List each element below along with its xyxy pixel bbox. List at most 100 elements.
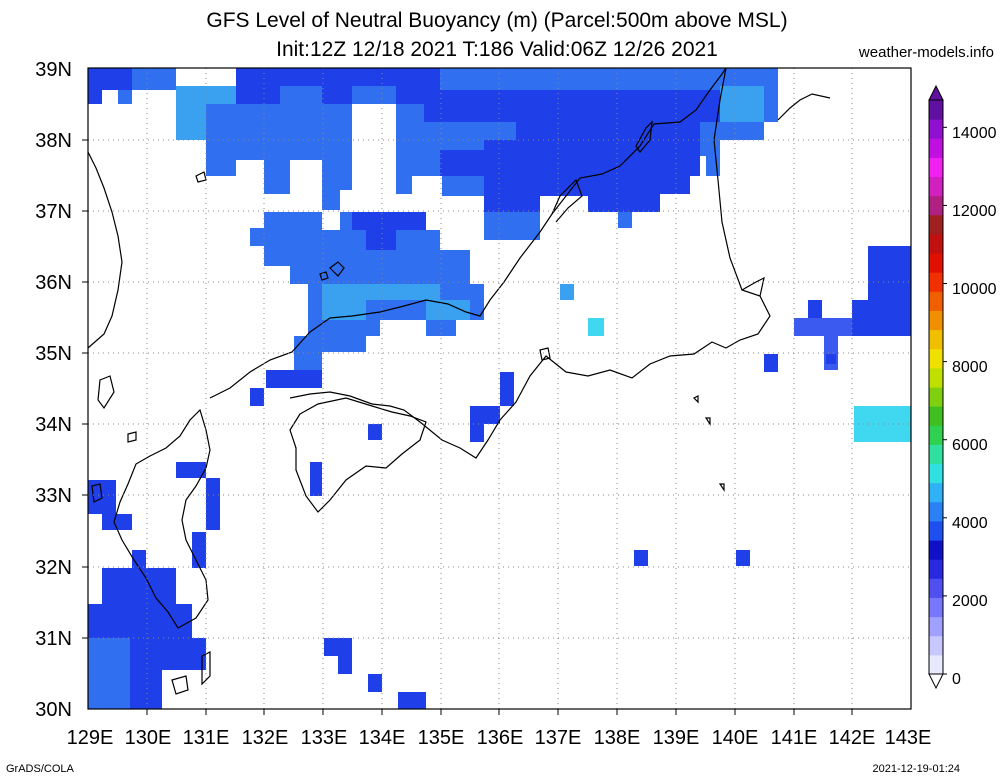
field-cell — [250, 388, 264, 406]
field-cell — [398, 692, 426, 709]
lat-label: 36N — [35, 272, 72, 294]
tick-marks — [82, 139, 853, 715]
colorbar-segment — [929, 253, 943, 273]
colorbar-segment — [929, 214, 943, 235]
colorbar-segment — [929, 138, 943, 158]
lat-label: 32N — [35, 557, 72, 579]
lat-label: 37N — [35, 201, 72, 223]
field-region-central-deep — [352, 212, 426, 250]
lat-label: 34N — [35, 414, 72, 436]
site-credit: weather-models.info — [858, 44, 994, 61]
coastline-noto — [551, 178, 583, 223]
field-cell — [368, 424, 382, 440]
colorbar-label: 0 — [952, 671, 961, 688]
field-cell — [310, 462, 322, 496]
field-region-north-deep2 — [440, 90, 760, 212]
colorbar-min-arrow — [928, 673, 944, 690]
lon-labels: 129E 130E 131E 132E 133E 134E 135E 136E … — [67, 727, 932, 749]
colorbar-frame — [928, 99, 944, 675]
coastline-island — [539, 347, 551, 361]
colorbar-label: 14000 — [952, 125, 997, 142]
coastline-island — [127, 431, 137, 443]
colorbar-segment — [929, 272, 943, 292]
lon-label: 137E — [535, 727, 582, 749]
colorbar-segment — [929, 501, 943, 522]
lat-labels: 30N 31N 32N 33N 34N 35N 36N 37N 38N 39N — [35, 59, 72, 721]
coastline-honshu-north — [209, 67, 727, 399]
lon-label: 136E — [477, 727, 524, 749]
lon-label: 132E — [242, 727, 289, 749]
colorbar-segment — [929, 578, 943, 598]
lon-label: 140E — [712, 727, 759, 749]
lon-label: 139E — [653, 727, 700, 749]
coastline-island — [319, 271, 329, 281]
coastline-island — [195, 171, 207, 183]
lon-label: 129E — [67, 727, 114, 749]
field-cell — [764, 354, 778, 372]
coastline-island — [718, 483, 725, 492]
footer-timestamp: 2021-12-19-01:24 — [872, 763, 960, 775]
map-title-line2: Init:12Z 12/18 2021 T:186 Valid:06Z 12/2… — [276, 38, 718, 61]
colorbar-segment — [929, 635, 943, 656]
colorbar-label: 4000 — [952, 515, 988, 532]
colorbar-segment — [929, 482, 943, 503]
coastline-island — [329, 261, 345, 277]
colorbar-segment — [929, 463, 943, 484]
colorbar-segment — [929, 444, 943, 465]
lon-label: 134E — [359, 727, 406, 749]
colorbar-segment — [929, 559, 943, 579]
coastline-kyushu — [113, 408, 211, 629]
field-cell — [560, 284, 574, 300]
coastline-sado — [635, 120, 653, 154]
colorbar-segment — [929, 195, 943, 216]
colorbar-segment — [929, 119, 943, 139]
coastline-korea — [87, 151, 123, 349]
field-cell — [470, 424, 484, 442]
field-region-light2 — [720, 86, 764, 122]
lat-label: 31N — [35, 628, 72, 650]
colorbar-segment — [929, 425, 943, 445]
lon-label: 133E — [301, 727, 348, 749]
colorbar-max-arrow — [928, 84, 944, 101]
coastline-island — [91, 483, 103, 503]
lat-label: 38N — [35, 130, 72, 152]
lat-label: 39N — [35, 59, 72, 81]
colorbar-segment — [929, 406, 943, 426]
coastline-island — [97, 375, 115, 410]
field-region-west-honshu — [266, 370, 322, 388]
field-region-kyushu — [88, 480, 132, 530]
coastline-island — [201, 651, 211, 686]
field-cell — [826, 354, 836, 364]
gridlines — [88, 68, 911, 709]
field-cell — [470, 406, 500, 424]
coastline-island — [171, 675, 189, 695]
lon-label: 141E — [771, 727, 818, 749]
colorbar-segment — [929, 367, 943, 388]
colorbar-label: 8000 — [952, 359, 988, 376]
colorbar-labels: 0 2000 4000 6000 8000 10000 12000 14000 — [952, 125, 997, 688]
field-cell — [736, 550, 750, 566]
lon-label: 131E — [183, 727, 230, 749]
field-cell — [338, 656, 352, 674]
colorbar-segment — [929, 387, 943, 407]
colorbar-segment — [929, 654, 943, 675]
coastline-boso — [741, 276, 765, 297]
field-region-northwest — [88, 68, 132, 104]
field-cell — [192, 532, 206, 568]
coastline-hokkaido — [777, 93, 831, 121]
buoyancy-field — [88, 68, 911, 709]
lon-label: 130E — [125, 727, 172, 749]
colorbar-label: 6000 — [952, 437, 988, 454]
colorbar-segment — [929, 157, 943, 178]
field-cell — [368, 674, 382, 692]
field-region-east — [794, 246, 911, 336]
field-region-east-mid — [794, 318, 852, 336]
field-region-south-mid — [88, 638, 130, 709]
colorbar-segment — [929, 291, 943, 311]
colorbar-segment — [929, 310, 943, 331]
coastline-island — [704, 417, 711, 426]
lat-label: 35N — [35, 343, 72, 365]
field-cell — [618, 212, 632, 228]
colorbar-segment — [929, 348, 943, 369]
colorbar-segment — [929, 616, 943, 637]
